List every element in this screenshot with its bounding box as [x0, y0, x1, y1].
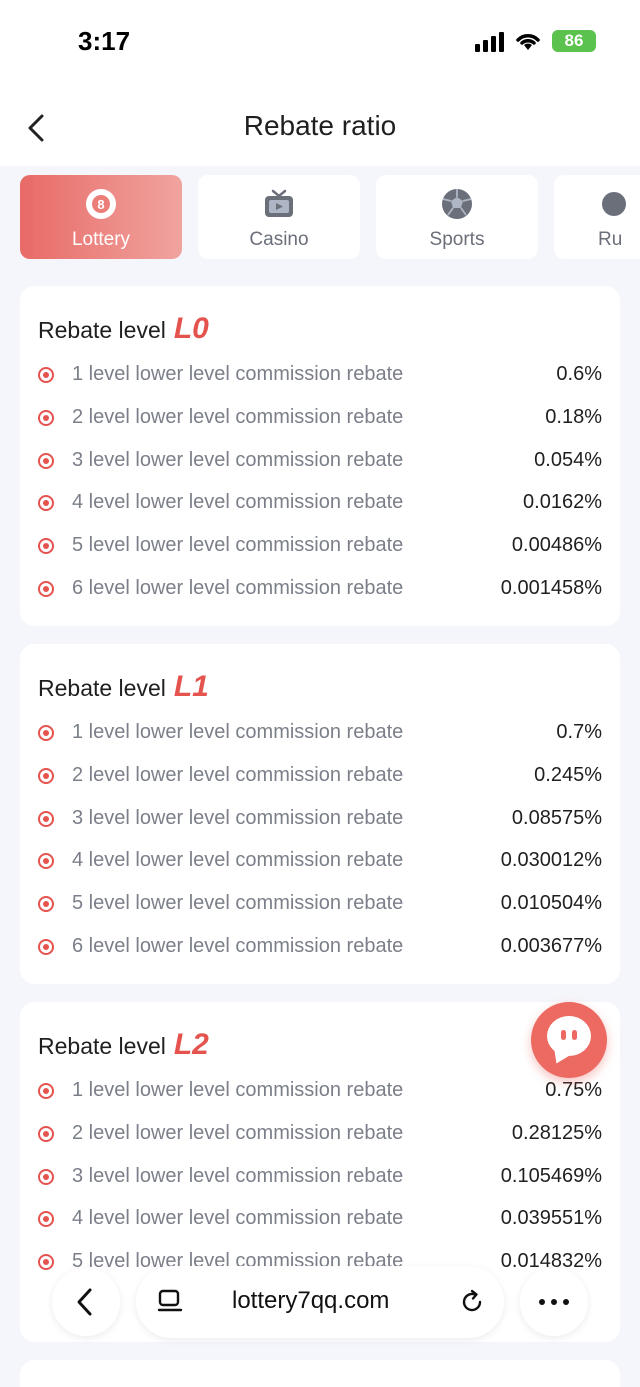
app-header: Rebate ratio	[0, 88, 640, 166]
bullet-icon	[38, 811, 54, 827]
tab-more-games[interactable]: Ru	[554, 175, 640, 259]
wifi-icon	[516, 34, 540, 50]
status-bar: 3:17 86	[0, 0, 640, 88]
rebate-row: 3 level lower level commission rebate 0.0…	[38, 446, 602, 476]
rebate-row: 3 level lower level commission rebate 0.1…	[38, 1162, 602, 1192]
tv-icon	[265, 189, 293, 217]
category-tabs: 8 Lottery Casino Sports Ru	[20, 175, 640, 259]
bullet-icon	[38, 853, 54, 869]
reload-icon[interactable]	[458, 1288, 486, 1316]
bullet-icon	[38, 725, 54, 741]
more-dots-icon	[539, 1299, 569, 1305]
soccer-ball-icon	[442, 189, 472, 219]
rebate-row: 1 level lower level commission rebate 0.7…	[38, 1076, 602, 1106]
bullet-icon	[38, 410, 54, 426]
browser-toolbar: lottery7qq.com	[50, 1266, 590, 1338]
rebate-row: 4 level lower level commission rebate 0.0…	[38, 1204, 602, 1234]
battery-indicator: 86	[552, 30, 596, 52]
rebate-row: 4 level lower level commission rebate 0.0…	[38, 488, 602, 518]
rebate-row: 1 level lower level commission rebate 0.7…	[38, 718, 602, 748]
level-badge: L2	[173, 1028, 209, 1061]
chevron-left-icon	[77, 1288, 92, 1316]
page-title: Rebate ratio	[243, 110, 397, 141]
tab-label: Casino	[249, 229, 309, 250]
bullet-icon	[38, 1254, 54, 1270]
rebate-row: 5 level lower level commission rebate 0.0…	[38, 889, 602, 919]
card-title: Rebate level L1	[38, 670, 209, 703]
address-bar[interactable]: lottery7qq.com	[136, 1266, 504, 1338]
rebate-row: 6 level lower level commission rebate 0.0…	[38, 932, 602, 962]
rebate-row: 2 level lower level commission rebate 0.2…	[38, 1119, 602, 1149]
rebate-row: 1 level lower level commission rebate 0.6…	[38, 360, 602, 390]
status-time: 3:17	[78, 26, 131, 56]
rebate-row: 5 level lower level commission rebate 0.0…	[38, 531, 602, 561]
bullet-icon	[38, 1169, 54, 1185]
bullet-icon	[38, 1083, 54, 1099]
tab-label: Lottery	[71, 229, 131, 250]
status-icons: 86	[475, 30, 596, 52]
rebate-row: 3 level lower level commission rebate 0.0…	[38, 804, 602, 834]
bullet-icon	[38, 1126, 54, 1142]
level-badge: L1	[173, 670, 209, 703]
bullet-icon	[38, 939, 54, 955]
rebate-card-l1: Rebate level L1 1 level lower level commi…	[20, 644, 620, 984]
bullet-icon	[38, 768, 54, 784]
svg-text:8: 8	[97, 197, 104, 212]
rebate-card-l0: Rebate level L0 1 level lower level commi…	[20, 286, 620, 626]
bullet-icon	[38, 538, 54, 554]
bullet-icon	[38, 896, 54, 912]
bullet-icon	[38, 495, 54, 511]
bullet-icon	[38, 453, 54, 469]
bullet-icon	[38, 1211, 54, 1227]
tab-sports[interactable]: Sports	[376, 175, 538, 259]
back-arrow-icon[interactable]	[22, 110, 52, 146]
tab-label: Sports	[429, 229, 485, 250]
card-title: Rebate level L2	[38, 1028, 209, 1061]
level-badge: L0	[173, 312, 209, 345]
chat-bubble-icon	[547, 1016, 591, 1056]
tab-lottery[interactable]: 8 Lottery	[20, 175, 182, 259]
rebate-row: 6 level lower level commission rebate 0.0…	[38, 574, 602, 604]
cellular-signal-icon	[475, 30, 504, 52]
game-icon	[602, 192, 626, 216]
chat-support-button[interactable]	[531, 1002, 607, 1078]
rebate-row: 2 level lower level commission rebate 0.1…	[38, 403, 602, 433]
tab-casino[interactable]: Casino	[198, 175, 360, 259]
card-title: Rebate level L0	[38, 312, 209, 345]
bullet-icon	[38, 581, 54, 597]
tabs-overview-icon[interactable]	[156, 1288, 184, 1316]
browser-more-button[interactable]	[520, 1268, 588, 1336]
url-text[interactable]: lottery7qq.com	[232, 1287, 390, 1314]
bullet-icon	[38, 367, 54, 383]
rebate-row: 4 level lower level commission rebate 0.0…	[38, 846, 602, 876]
browser-back-button[interactable]	[52, 1268, 120, 1336]
rebate-row: 2 level lower level commission rebate 0.2…	[38, 761, 602, 791]
lottery-ball-icon: 8	[86, 189, 116, 219]
next-card-peek	[20, 1360, 620, 1387]
tab-label: Ru	[598, 229, 623, 250]
